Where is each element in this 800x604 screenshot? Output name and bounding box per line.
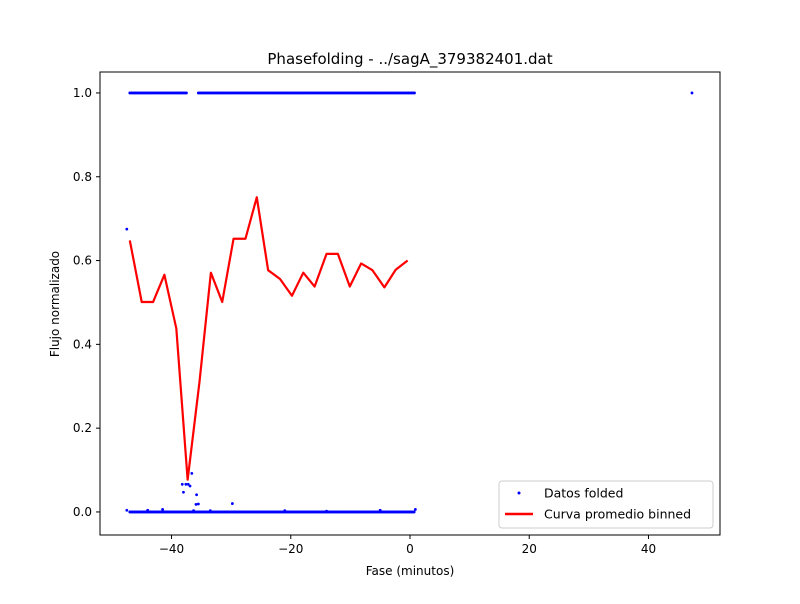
scatter-point [186,482,190,486]
x-tick-label: 40 [641,542,656,556]
y-tick-label: 0.8 [73,170,92,184]
scatter-point [194,503,198,506]
chart-title: Phasefolding - ../sagA_379382401.dat [267,50,552,69]
scatter-point [125,227,129,231]
scatter-point [325,509,328,513]
scatter-point [283,509,287,513]
plot-frame [99,71,721,536]
scatter-point [184,482,188,486]
x-tick-label: 20 [522,542,537,556]
scatter-point [125,508,129,512]
scatter-point [690,91,694,95]
y-axis-label: Flujo normalizado [48,251,62,357]
legend-box [498,480,714,529]
line-series-curva-promedio [128,196,409,481]
scatter-point [196,502,200,506]
scatter-point [190,472,194,475]
scatter-point [413,508,417,511]
x-tick-label: −40 [159,542,184,556]
legend-label-datos: Datos folded [544,486,623,501]
axis-ticks: −40 −20 0 20 40 0.0 0.2 0.4 0.6 0.8 1.0 [73,86,656,556]
scatter-point [182,490,185,494]
scatter-series-datos-folded [125,91,694,514]
y-tick-label: 0.6 [73,254,92,268]
scatter-point [185,91,188,95]
scatter-point [230,502,234,505]
scatter-point [180,482,184,486]
legend-marker-datos [517,491,521,495]
y-tick-label: 0.2 [73,421,92,435]
scatter-point [412,510,416,514]
y-tick-label: 0.0 [73,505,92,519]
y-tick-label: 0.4 [73,337,92,351]
x-axis-label: Fase (minutos) [366,564,455,578]
x-tick-label: 0 [406,542,414,556]
x-tick-label: −20 [278,542,303,556]
plot-area [125,91,694,514]
legend: Datos folded Curva promedio binned [498,480,714,529]
scatter-point [208,509,212,513]
legend-label-curva: Curva promedio binned [544,507,691,522]
scatter-point [378,508,382,512]
scatter-point [146,508,150,512]
scatter-point [192,509,196,513]
scatter-point [413,91,416,95]
scatter-point [195,493,198,497]
scatter-point [188,484,192,488]
scatter-point [161,508,165,511]
y-tick-label: 1.0 [73,86,92,100]
